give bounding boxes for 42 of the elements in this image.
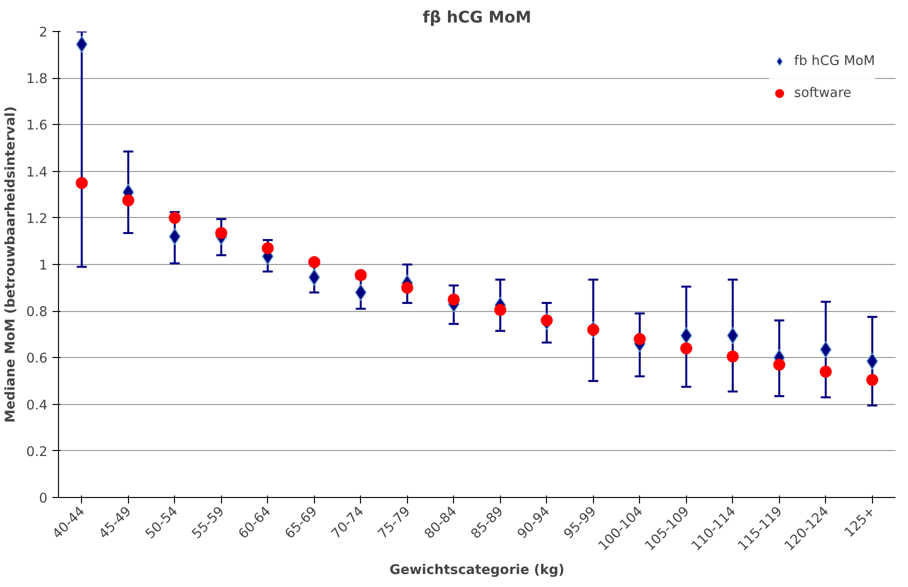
- point: [168, 212, 181, 224]
- point: [494, 304, 506, 316]
- y-tick-label: 1.8: [26, 72, 48, 88]
- y-tick-label: 0.8: [26, 305, 48, 320]
- point: [122, 194, 134, 206]
- point: [76, 36, 88, 53]
- point: [634, 333, 646, 346]
- point: [76, 176, 88, 189]
- point: [726, 350, 739, 363]
- legend-label: software: [794, 86, 852, 100]
- y-tick-label: 0.2: [26, 444, 48, 460]
- point: [262, 242, 274, 254]
- point: [680, 327, 692, 344]
- point: [215, 227, 228, 240]
- point: [308, 256, 320, 268]
- point: [820, 341, 832, 358]
- y-tick-label: 1.2: [26, 212, 48, 227]
- y-tick-label: 0: [39, 492, 48, 506]
- point: [866, 374, 878, 386]
- y-tick-label: 0.6: [26, 352, 48, 367]
- point: [726, 327, 739, 344]
- y-tick-label: 1.6: [26, 118, 48, 134]
- point: [866, 352, 878, 370]
- legend-label: fb hCG MoM: [794, 54, 875, 68]
- point: [820, 366, 832, 378]
- point: [680, 342, 692, 354]
- point: [354, 284, 367, 301]
- y-axis-title: Mediane MoM (betrouwbaarheidsinterval): [3, 106, 18, 423]
- point: [448, 293, 460, 306]
- point: [401, 282, 414, 294]
- point: [773, 358, 786, 371]
- y-tick-label: 2: [39, 26, 48, 40]
- point: [308, 268, 320, 286]
- point: [168, 228, 181, 246]
- chart-title: fβ hCG MoM: [422, 8, 532, 26]
- y-tick-label: 0.4: [26, 398, 48, 414]
- point: [587, 324, 600, 336]
- x-axis-title: Gewichtscategorie (kg): [390, 562, 564, 578]
- point: [540, 314, 553, 326]
- y-tick-label: 1: [39, 258, 48, 274]
- point: [354, 268, 367, 281]
- y-tick-label: 1.4: [26, 165, 48, 180]
